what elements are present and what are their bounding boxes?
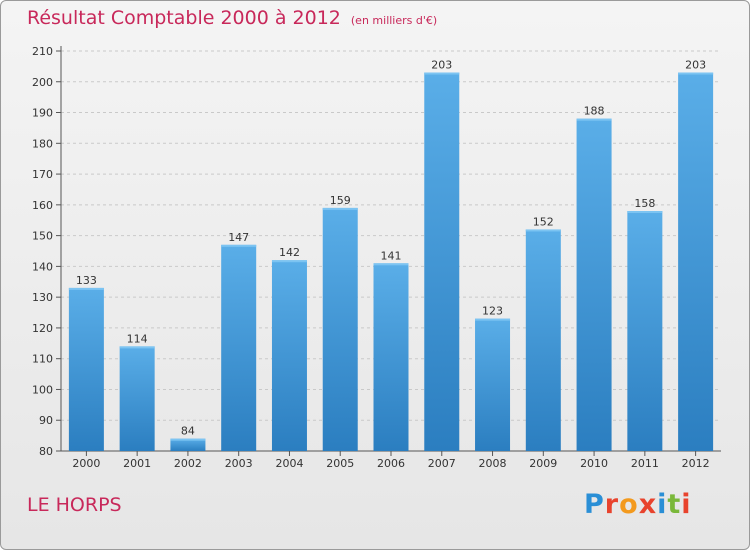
y-tick-label: 190: [32, 107, 53, 120]
bar-2002: [170, 438, 206, 451]
bars: [68, 72, 714, 452]
y-tick-label: 150: [32, 230, 53, 243]
bar-value-label: 147: [228, 231, 249, 244]
bar-2010: [576, 118, 612, 451]
bar-value-label: 84: [181, 425, 195, 438]
y-tick-label: 110: [32, 353, 53, 366]
y-tick-label: 100: [32, 383, 53, 396]
bar-highlight: [627, 211, 663, 213]
bar-value-label: 123: [482, 305, 503, 318]
bar-2007: [424, 72, 460, 452]
bar-value-label: 141: [381, 249, 402, 262]
brand-letter: t: [667, 489, 682, 520]
bar-highlight: [271, 260, 307, 263]
y-tick-label: 90: [39, 414, 53, 427]
bar-value-label: 142: [279, 246, 300, 259]
x-tick-label: 2003: [225, 457, 253, 470]
bar-highlight: [68, 287, 104, 290]
x-tick-label: 2012: [682, 457, 710, 470]
labels: 80 90 100 110 120 130 140 150 160 170 180 190 200 210…: [32, 45, 710, 470]
bar-value-label: 114: [127, 332, 148, 345]
y-tick-label: 130: [32, 291, 53, 304]
x-tick-label: 2011: [631, 457, 659, 470]
chart-subtitle: (en milliers d'€): [350, 14, 438, 27]
location-name: LE HORPS: [27, 494, 122, 516]
y-tick-label: 180: [32, 137, 53, 150]
y-tick-label: 200: [32, 76, 53, 89]
brand-logo: Proxiti: [584, 489, 692, 520]
bar-highlight: [678, 72, 714, 75]
y-tick-label: 80: [39, 445, 53, 458]
bar-highlight: [424, 72, 460, 75]
brand-letter: i: [657, 489, 668, 520]
bar-highlight: [119, 346, 155, 349]
brand-letter: P: [584, 489, 605, 520]
chart-title: Résultat Comptable 2000 à 2012 (en millie…: [27, 7, 437, 29]
bar-highlight: [576, 118, 612, 121]
x-tick-label: 2010: [580, 457, 608, 470]
y-tick-label: 140: [32, 260, 53, 273]
bar-2006: [373, 263, 409, 451]
x-tick-label: 2000: [72, 457, 100, 470]
y-tick-label: 160: [32, 199, 53, 212]
bar-highlight: [221, 244, 257, 247]
x-tick-label: 2006: [377, 457, 405, 470]
bar-value-label: 152: [533, 215, 554, 228]
bar-value-label: 158: [634, 197, 655, 210]
bar-2008: [475, 318, 511, 451]
x-tick-label: 2004: [275, 457, 303, 470]
bar-highlight: [525, 229, 561, 232]
y-tick-label: 210: [32, 45, 53, 58]
bar-value-label: 133: [76, 274, 97, 287]
bar-2005: [322, 207, 358, 451]
x-tick-label: 2002: [174, 457, 202, 470]
x-tick-label: 2001: [123, 457, 151, 470]
brand-letter: x: [638, 489, 658, 520]
x-tick-label: 2007: [428, 457, 456, 470]
bar-2011: [627, 211, 663, 451]
bar-2003: [221, 244, 257, 451]
bar-highlight: [373, 263, 409, 266]
bar-2009: [525, 229, 561, 451]
x-tick-label: 2008: [479, 457, 507, 470]
bar-2001: [119, 346, 155, 451]
bar-value-label: 203: [685, 59, 706, 72]
y-tick-label: 120: [32, 322, 53, 335]
bar-value-label: 203: [431, 59, 452, 72]
bar-value-label: 159: [330, 194, 351, 207]
x-tick-label: 2009: [529, 457, 557, 470]
brand-letter: i: [681, 489, 692, 520]
bar-highlight: [170, 438, 206, 441]
bar-2012: [678, 72, 714, 452]
bar-2004: [271, 260, 307, 451]
bar-2000: [68, 287, 104, 451]
brand-letter: o: [619, 489, 639, 520]
brand-letter: r: [604, 489, 620, 520]
chart-title-text: Résultat Comptable 2000 à 2012: [27, 7, 341, 29]
x-tick-label: 2005: [326, 457, 354, 470]
bar-highlight: [475, 318, 511, 321]
y-tick-label: 170: [32, 168, 53, 181]
bar-highlight: [322, 207, 358, 210]
bar-value-label: 188: [584, 105, 605, 118]
